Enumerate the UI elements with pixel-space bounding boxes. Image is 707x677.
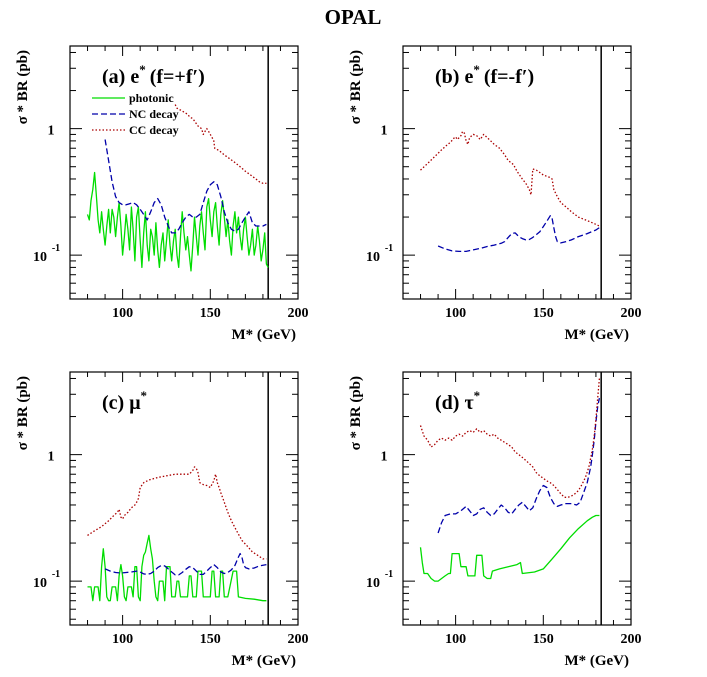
panel-title-sup: * (473, 62, 480, 77)
plot-frame (69, 371, 299, 626)
panel-title-main: (d) τ (435, 392, 474, 414)
x-tick-label: 100 (445, 306, 466, 321)
panel-title: (c) μ* (102, 388, 147, 414)
y-tick-label: 10 (366, 250, 380, 265)
figure-title: OPAL (325, 5, 382, 29)
y-tick-label: 1 (48, 124, 55, 139)
series-line-series-1 (104, 552, 267, 576)
panel-title-tail: (f=+f′) (150, 66, 205, 88)
series-line-photonic (86, 171, 269, 272)
x-axis-label: M* (GeV) (564, 327, 629, 343)
y-axis-label: σ * BR (pb) (348, 376, 364, 450)
series-line-series-2 (419, 378, 601, 498)
series-line-series-0 (419, 514, 600, 582)
x-tick-label: 200 (621, 632, 642, 647)
panel-title: (d) τ* (435, 388, 480, 414)
panel-title-main: (c) μ (102, 392, 141, 414)
series-line-series-0 (437, 215, 600, 253)
x-axis-label: M* (GeV) (231, 653, 296, 669)
y-tick-label: 1 (48, 450, 55, 465)
y-tick-exponent: -1 (52, 243, 60, 254)
legend-label: NC decay (129, 107, 179, 121)
series-line-series-1 (420, 130, 600, 227)
x-axis-label: M* (GeV) (231, 327, 296, 343)
panel-title-main: (a) e (102, 66, 139, 88)
x-tick-label: 200 (621, 306, 642, 321)
plot-frame (69, 45, 299, 300)
plot-frame (402, 45, 632, 300)
x-tick-label: 200 (288, 306, 309, 321)
series-line-series-0 (87, 534, 267, 602)
legend-label: CC decay (129, 123, 179, 137)
series-line-series-1 (437, 397, 601, 534)
y-axis-label: σ * BR (pb) (348, 50, 364, 124)
y-tick-label: 10 (366, 576, 380, 591)
y-tick-label: 1 (381, 450, 388, 465)
plot-frame (402, 371, 632, 626)
y-tick-label: 10 (33, 250, 47, 265)
x-tick-label: 200 (288, 632, 309, 647)
x-tick-label: 150 (200, 306, 221, 321)
series-line-cc-decay (174, 104, 267, 184)
panel-d: 100 150 200 10 -1 1 M* (GeV) σ * BR (pb) (d) τ* (348, 371, 642, 669)
panel-title: (a) e* (f=+f′) (102, 62, 205, 88)
panel-title-sup: * (139, 62, 146, 77)
panel-title-sup: * (474, 388, 481, 403)
y-tick-label: 10 (33, 576, 47, 591)
x-tick-label: 150 (533, 632, 554, 647)
y-axis-label: σ * BR (pb) (15, 50, 31, 124)
x-tick-label: 100 (112, 306, 133, 321)
legend-label: photonic (129, 91, 174, 105)
x-tick-label: 150 (533, 306, 554, 321)
panel-title-tail: (f=-f′) (484, 66, 534, 88)
series-line-nc-decay (104, 139, 267, 234)
y-tick-label: 1 (381, 124, 388, 139)
panel-c: 100 150 200 10 -1 1 M* (GeV) σ * BR (pb) (c) μ* (15, 371, 309, 669)
x-tick-label: 100 (445, 632, 466, 647)
x-tick-label: 150 (200, 632, 221, 647)
y-tick-exponent: -1 (385, 569, 393, 580)
panel-title: (b) e* (f=-f′) (435, 62, 534, 88)
series-line-series-2 (87, 466, 267, 560)
panel-title-sup: * (141, 388, 148, 403)
y-axis-label: σ * BR (pb) (15, 376, 31, 450)
y-tick-exponent: -1 (52, 569, 60, 580)
panel-title-main: (b) e (435, 66, 473, 88)
y-tick-exponent: -1 (385, 243, 393, 254)
x-tick-label: 100 (112, 632, 133, 647)
x-axis-label: M* (GeV) (564, 653, 629, 669)
